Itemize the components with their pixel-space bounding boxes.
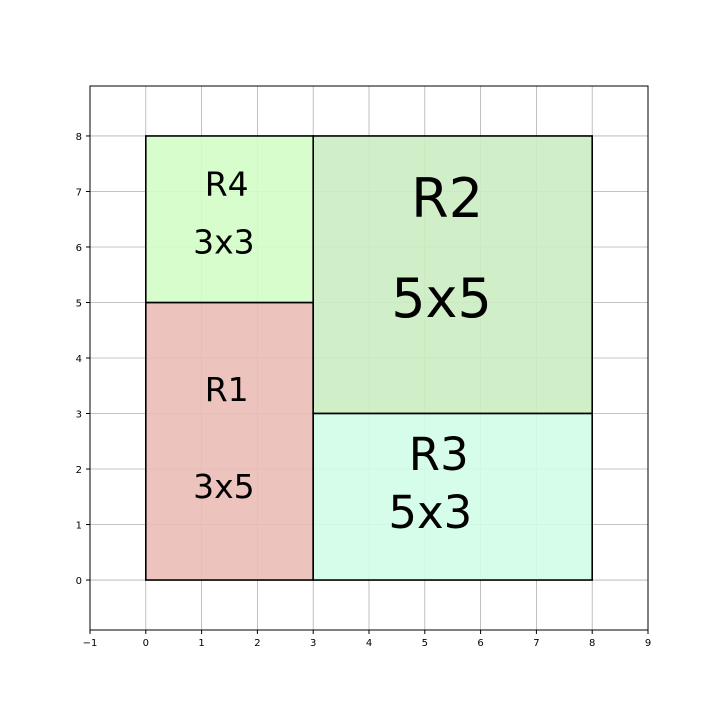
y-tick-label: 7 <box>76 187 82 198</box>
y-tick-label: 2 <box>76 465 82 476</box>
x-tick-label: 1 <box>198 638 204 649</box>
x-tick-label: 8 <box>589 638 595 649</box>
rect-r3 <box>312 412 594 581</box>
rect-r3-dims: 5x3 <box>388 486 472 539</box>
y-tick-label: 0 <box>76 576 82 587</box>
y-tick-label: 8 <box>76 132 82 143</box>
rect-r1-dims: 3x5 <box>193 467 255 506</box>
y-tick-label: 5 <box>76 298 82 309</box>
rect-r4 <box>145 135 314 304</box>
y-tick-label: 4 <box>76 354 82 365</box>
x-tick-label: 3 <box>310 638 316 649</box>
rect-r1 <box>145 301 314 581</box>
x-tick-label: 6 <box>477 638 483 649</box>
y-tick-label: 1 <box>76 521 82 532</box>
rect-r4-label: R4 <box>205 164 249 203</box>
x-tick-label: 0 <box>143 638 149 649</box>
x-tick-label: 7 <box>533 638 539 649</box>
x-tick-label: 9 <box>645 638 651 649</box>
rect-r1-label: R1 <box>205 370 249 409</box>
rect-r2-label: R2 <box>411 167 483 230</box>
x-tick-label: 4 <box>366 638 372 649</box>
y-tick-label: 3 <box>76 410 82 421</box>
rect-r4-dims: 3x3 <box>193 223 255 262</box>
x-tick-label: −1 <box>83 638 98 649</box>
y-tick-label: 6 <box>76 243 82 254</box>
rect-r3-label: R3 <box>409 428 469 481</box>
x-tick-label: 2 <box>254 638 260 649</box>
axis-ticks: −1 0 1 2 3 4 5 6 7 8 9 0 1 2 3 4 5 6 7 8 <box>76 132 652 649</box>
rectangles <box>145 135 594 581</box>
rect-r2-dims: 5x5 <box>391 267 492 330</box>
x-tick-label: 5 <box>422 638 428 649</box>
